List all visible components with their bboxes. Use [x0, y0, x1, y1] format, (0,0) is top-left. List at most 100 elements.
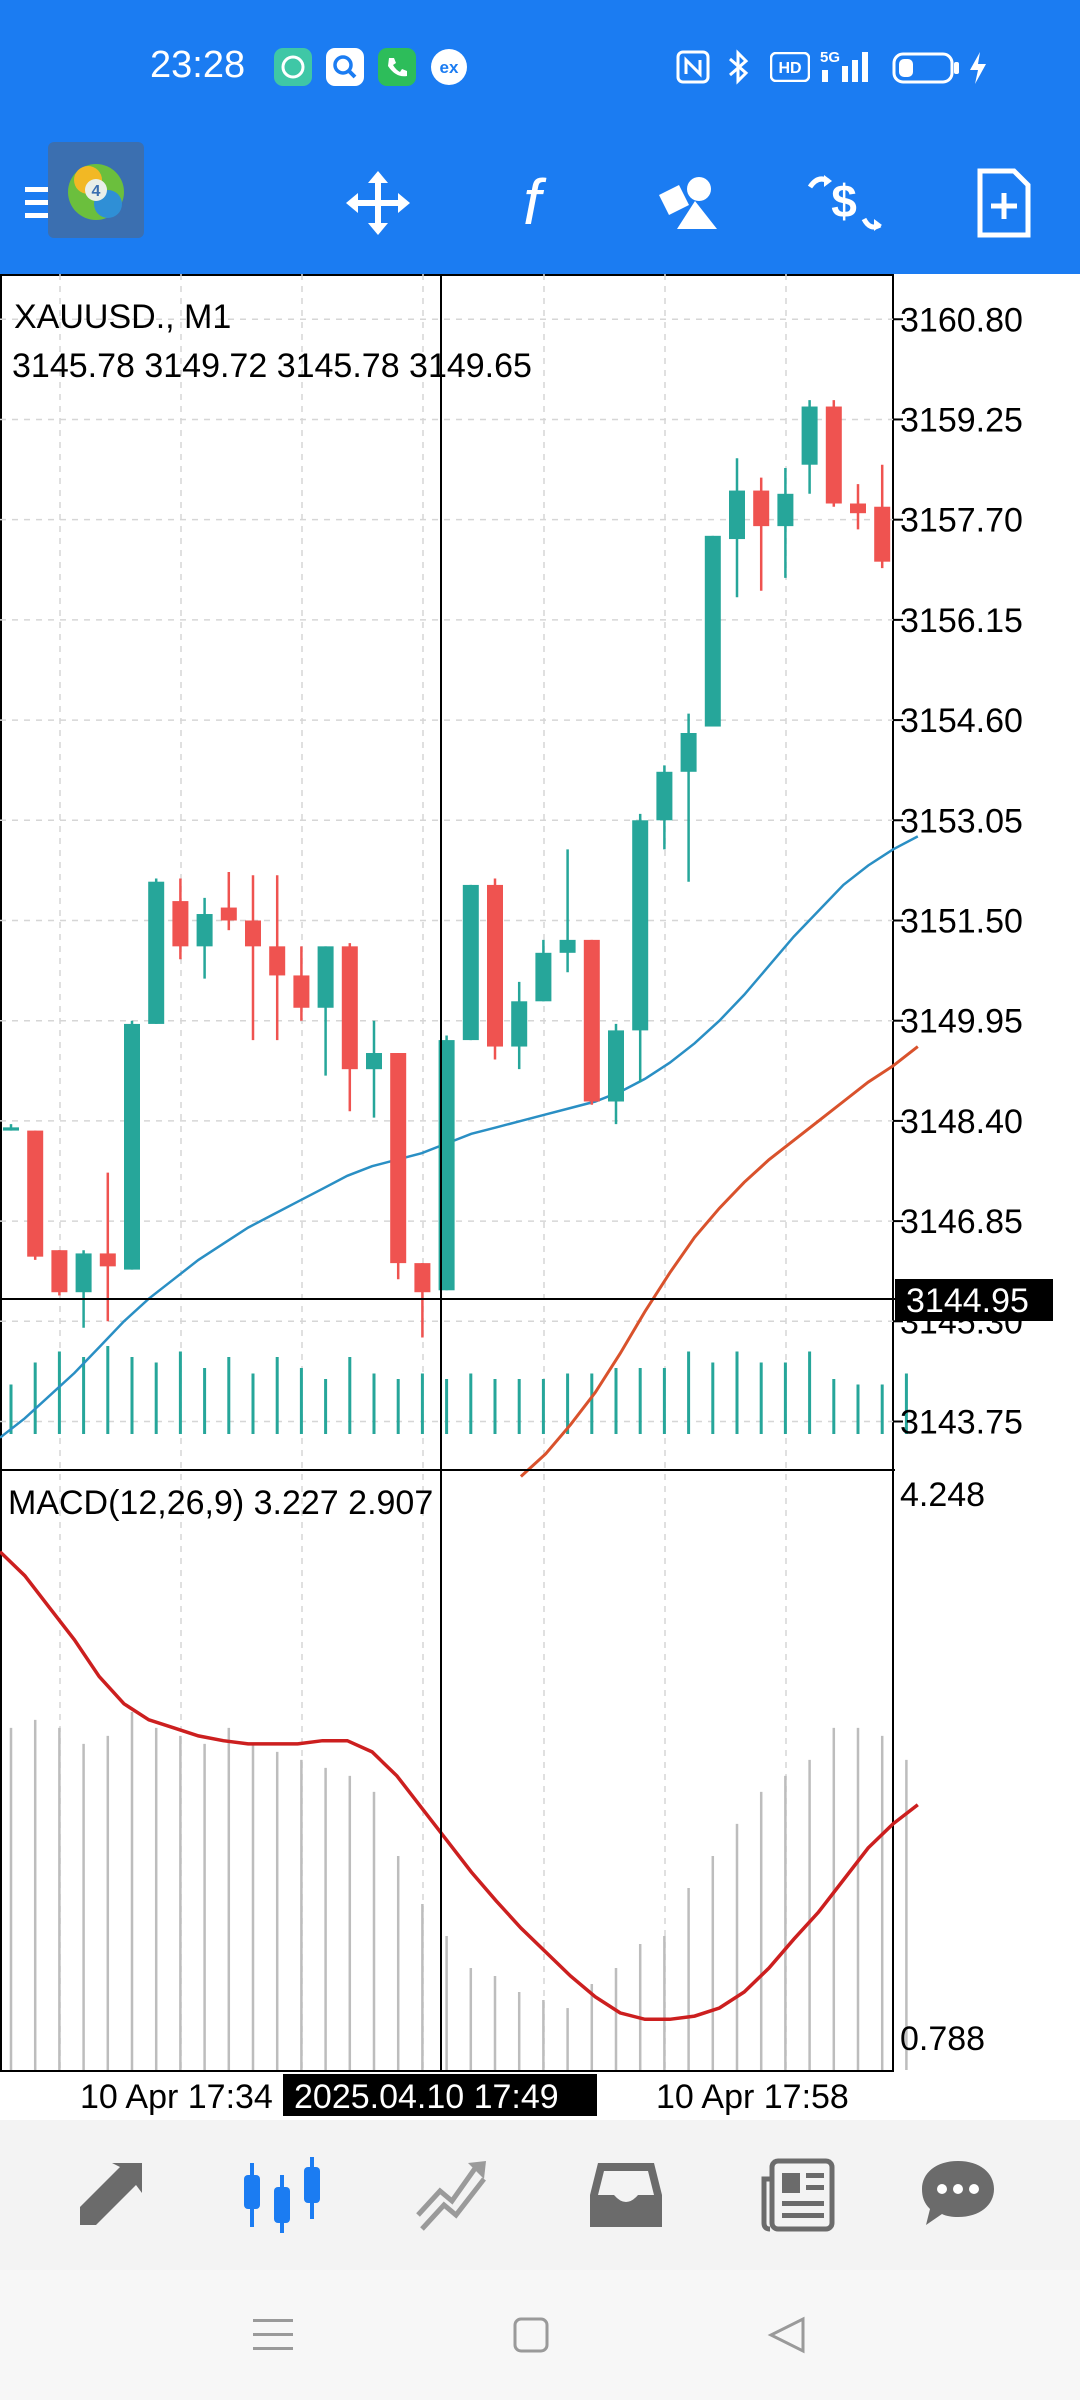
candle-body — [220, 907, 237, 921]
status-time: 23:28 — [150, 44, 246, 86]
home-square-icon — [513, 2317, 549, 2353]
time-tick-label: 10 Apr 17:58 — [656, 2078, 849, 2116]
macd-label: MACD(12,26,9) 3.227 2.907 — [8, 1484, 433, 1522]
svg-text:$: $ — [831, 175, 857, 227]
svg-text:5G: 5G — [820, 49, 840, 66]
objects-button[interactable] — [630, 148, 750, 258]
candle — [487, 878, 503, 1060]
back-button[interactable] — [732, 2295, 842, 2375]
ohlc-label: 3145.78 3149.72 3145.78 3149.65 — [12, 347, 532, 385]
recents-button[interactable] — [218, 2295, 328, 2375]
crosshair-price-label: 3144.95 — [906, 1282, 1029, 1320]
price-chart[interactable]: 3160.80 3159.25 3157.70 3156.15 3154.60 3153.… — [0, 274, 1080, 2120]
indicators-button[interactable]: f — [472, 148, 592, 258]
candle — [632, 813, 649, 1083]
candle — [656, 765, 673, 850]
chart-area[interactable]: 3160.80 3159.25 3157.70 3156.15 3154.60 3153.… — [0, 274, 1080, 2120]
home-button[interactable] — [476, 2295, 586, 2375]
candle — [704, 535, 721, 727]
price-tick-label: 3153.05 — [900, 802, 1023, 840]
trade-button[interactable]: $ — [784, 148, 904, 258]
candle — [801, 400, 818, 494]
history-inbox-nav-icon — [590, 2163, 662, 2227]
chart-toolbar — [0, 140, 1080, 274]
recents-menu-icon — [253, 2319, 293, 2350]
hd-icon: HD — [770, 52, 810, 82]
candle — [559, 849, 576, 973]
candle-body — [51, 1250, 68, 1293]
candle-body — [704, 535, 721, 727]
app-logo: 4 — [48, 142, 144, 238]
nav-news[interactable] — [738, 2140, 858, 2250]
svg-text:f: f — [523, 168, 547, 238]
candle-body — [341, 946, 358, 1070]
crosshair-time-label: 2025.04.10 17:49 — [294, 2078, 559, 2116]
price-tick-label: 3151.50 — [900, 902, 1023, 940]
candle — [317, 946, 334, 1076]
candle — [608, 1023, 624, 1125]
candle-body — [753, 490, 770, 527]
candle — [196, 897, 213, 979]
candle-body — [462, 884, 479, 1041]
candle-body — [438, 1040, 455, 1291]
candle-body — [608, 1030, 624, 1102]
candle-body — [245, 920, 261, 947]
candle-body — [124, 1023, 140, 1270]
candle-body — [75, 1253, 92, 1293]
candle — [269, 875, 286, 1041]
menu-button[interactable] — [0, 148, 80, 258]
candle — [680, 713, 697, 882]
svg-text:HD: HD — [778, 60, 801, 77]
nfc-icon — [676, 50, 710, 84]
candle — [535, 939, 552, 1002]
new-order-button[interactable] — [944, 148, 1064, 258]
candle-body — [317, 946, 334, 1008]
bottom-navigation — [0, 2120, 1080, 2270]
nav-messages[interactable] — [898, 2140, 1018, 2250]
candle — [462, 884, 479, 1041]
candle-body — [487, 884, 503, 1047]
candle-body — [825, 406, 842, 504]
candle — [293, 946, 310, 1021]
app-logo-icon: 4 — [68, 164, 124, 220]
nav-quotes[interactable] — [50, 2140, 170, 2250]
candle-body — [99, 1253, 116, 1267]
candle-body — [535, 952, 552, 1002]
price-tick-label: 3160.80 — [900, 301, 1023, 339]
candle — [51, 1250, 68, 1296]
candle — [341, 943, 358, 1112]
trade-dollar-icon: $ — [807, 175, 882, 231]
macd-tick-label: 4.248 — [900, 1476, 985, 1514]
candle-body — [729, 490, 745, 540]
nav-history[interactable] — [566, 2140, 686, 2250]
svg-text:ex: ex — [440, 58, 459, 77]
bluetooth-icon — [729, 49, 749, 85]
macd-tick-label: 0.788 — [900, 2020, 985, 2058]
price-tick-label: 3143.75 — [900, 1404, 1023, 1442]
news-nav-icon — [761, 2158, 835, 2232]
price-tick-label: 3157.70 — [900, 502, 1023, 540]
candle — [148, 878, 165, 1024]
candle — [850, 484, 866, 530]
objects-shapes-icon — [659, 177, 717, 229]
candle-body — [414, 1263, 431, 1293]
candle-body — [172, 901, 189, 947]
candle — [583, 939, 600, 1105]
trade-nav-icon — [416, 2161, 486, 2231]
candle — [511, 981, 528, 1070]
price-tick-label: 3146.85 — [900, 1203, 1023, 1241]
candle-body — [632, 820, 649, 1031]
nav-chart[interactable] — [222, 2140, 342, 2250]
candle — [27, 1130, 44, 1260]
nav-trade[interactable] — [394, 2140, 514, 2250]
candle — [753, 477, 770, 591]
candle — [874, 464, 891, 569]
crosshair-button[interactable] — [318, 148, 438, 258]
candle — [3, 1124, 19, 1131]
search-app-icon — [326, 48, 364, 86]
candle-body — [801, 406, 818, 465]
price-tick-label: 3156.15 — [900, 602, 1023, 640]
candle — [438, 1035, 455, 1291]
candle-body — [583, 939, 600, 1102]
price-tick-label: 3154.60 — [900, 702, 1023, 740]
